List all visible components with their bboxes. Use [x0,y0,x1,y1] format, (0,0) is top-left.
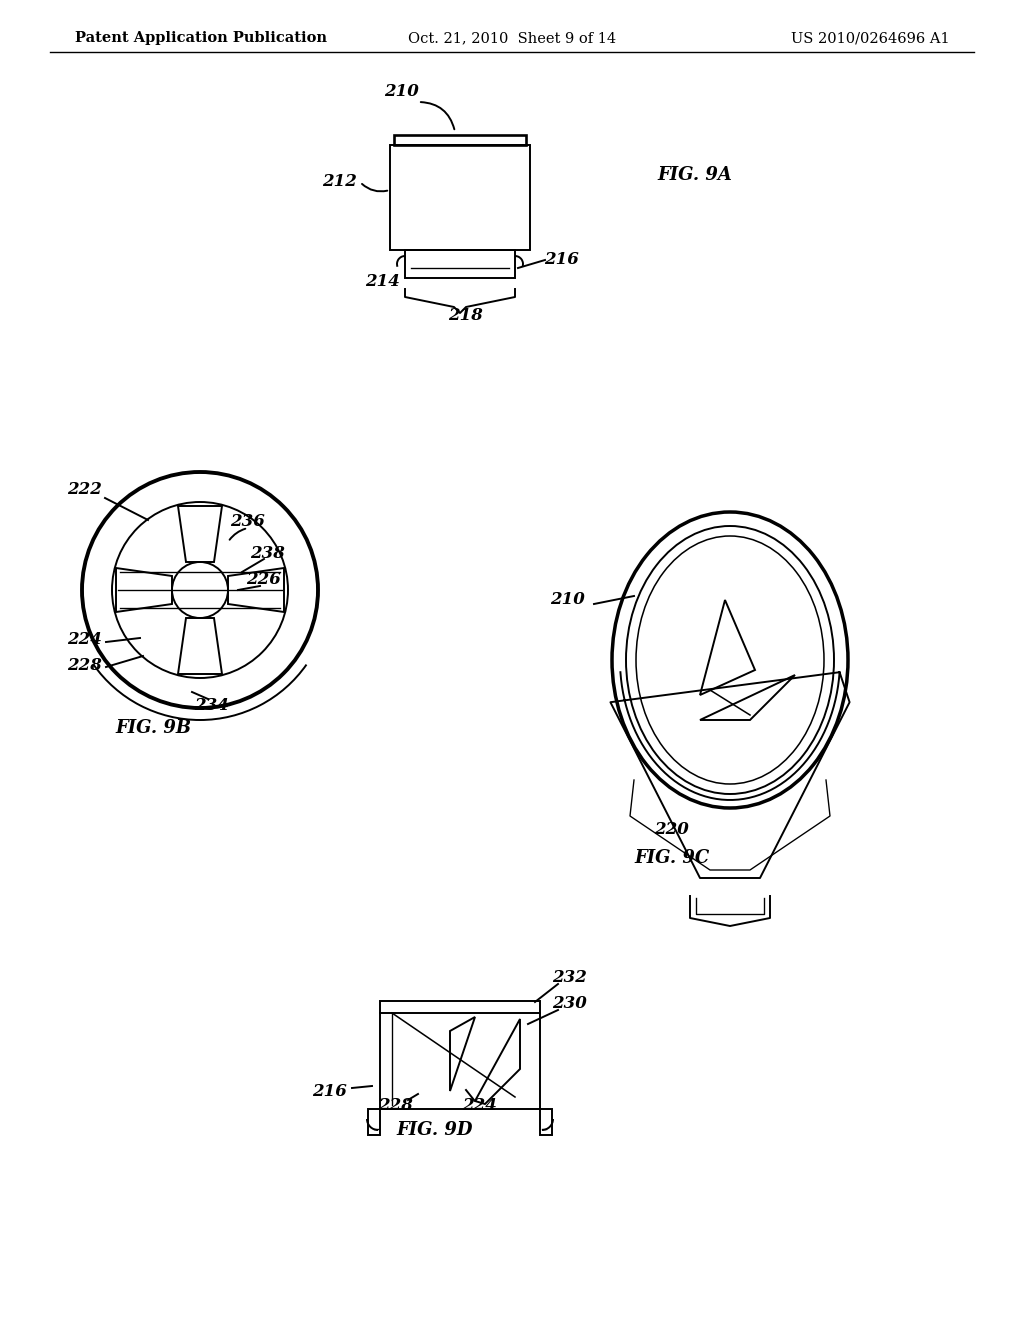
Text: 214: 214 [366,273,400,290]
FancyArrowPatch shape [229,529,246,540]
Text: 236: 236 [230,513,265,531]
Text: 210: 210 [551,591,586,609]
Text: 210: 210 [385,83,420,100]
Text: 228: 228 [68,656,102,673]
Text: Patent Application Publication: Patent Application Publication [75,30,327,45]
Text: 230: 230 [553,995,588,1012]
Text: 220: 220 [654,821,689,838]
Text: 224: 224 [68,631,102,648]
Text: FIG. 9C: FIG. 9C [635,849,710,867]
Text: FIG. 9B: FIG. 9B [115,719,191,737]
Text: FIG. 9A: FIG. 9A [657,166,732,183]
Text: 216: 216 [312,1084,347,1101]
Text: US 2010/0264696 A1: US 2010/0264696 A1 [792,30,950,45]
Text: 222: 222 [68,482,102,499]
Text: 212: 212 [323,173,357,190]
FancyArrowPatch shape [421,102,455,129]
Text: FIG. 9D: FIG. 9D [396,1121,473,1139]
Text: 232: 232 [553,969,588,986]
Text: 226: 226 [247,572,282,589]
Text: Oct. 21, 2010  Sheet 9 of 14: Oct. 21, 2010 Sheet 9 of 14 [408,30,616,45]
Text: 228: 228 [379,1097,414,1114]
FancyArrowPatch shape [362,183,387,191]
Text: 218: 218 [449,306,483,323]
Text: 224: 224 [463,1097,498,1114]
Text: 238: 238 [251,544,286,561]
Text: 216: 216 [545,252,580,268]
Text: 234: 234 [195,697,229,714]
